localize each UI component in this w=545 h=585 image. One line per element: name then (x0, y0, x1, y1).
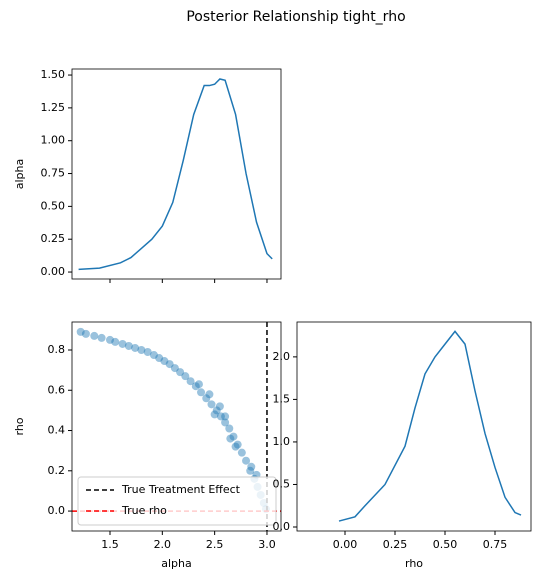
scatter-point (186, 377, 195, 386)
y-tick-label: 1.00 (41, 134, 66, 147)
y-tick-label: 0.4 (48, 424, 66, 437)
scatter-point (233, 440, 242, 449)
scatter-point (90, 331, 99, 340)
y-tick-label: 0.0 (48, 504, 66, 517)
scatter-point (212, 406, 221, 415)
scatter-point (149, 351, 158, 360)
scatter-point (237, 448, 246, 457)
scatter-point (205, 390, 214, 399)
legend-label: True Treatment Effect (121, 483, 241, 496)
scatter-point (216, 412, 225, 421)
scatter-point (97, 333, 106, 342)
scatter-point (191, 382, 200, 391)
scatter-point (131, 343, 140, 352)
x-tick-label: 0.50 (433, 538, 458, 551)
scatter-point (165, 360, 174, 369)
y-axis-label: rho (13, 417, 26, 435)
axes-frame (71, 321, 282, 532)
x-axis-label: alpha (161, 557, 192, 570)
x-tick-label: 3.0 (258, 538, 276, 551)
y-tick-label: 0.75 (41, 167, 66, 180)
x-tick-label: 0.75 (483, 538, 508, 551)
scatter-point (105, 335, 114, 344)
plot-area (78, 78, 273, 271)
scatter-point (210, 410, 219, 419)
y-tick-label: 0.00 (41, 265, 66, 278)
y-tick-label: 0.0 (273, 520, 291, 533)
scatter-point (207, 400, 216, 409)
x-tick-label: 2.0 (154, 538, 172, 551)
scatter-point (137, 345, 146, 354)
y-tick-label: 0.6 (48, 383, 66, 396)
y-tick-label: 1.50 (41, 68, 66, 81)
y-tick-label: 2.0 (273, 350, 291, 363)
y-tick-label: 1.0 (273, 435, 291, 448)
density-line (338, 330, 522, 522)
figure-title: Posterior Relationship tight_rho (186, 9, 405, 25)
scatter-point (194, 380, 203, 389)
y-tick-label: 1.5 (273, 392, 291, 405)
scatter-point (118, 339, 127, 348)
legend-box (77, 476, 277, 526)
y-tick-label: 0.8 (48, 343, 66, 356)
y-tick-label: 0.50 (41, 199, 66, 212)
x-tick-label: 0.25 (383, 538, 408, 551)
scatter-point (231, 442, 240, 451)
scatter-point (197, 388, 206, 397)
axes-frame (71, 68, 282, 280)
scatter-point (226, 434, 235, 443)
scatter-point (229, 432, 238, 441)
scatter-point (242, 456, 251, 465)
scatter-point (143, 348, 152, 357)
scatter-point (247, 462, 256, 471)
scatter-point (176, 368, 185, 377)
scatter-point (155, 354, 164, 363)
x-tick-label: 1.5 (101, 538, 119, 551)
scatter-point (221, 418, 230, 427)
legend-label: True rho (121, 504, 167, 517)
y-tick-label: 0.5 (273, 477, 291, 490)
scatter-point (170, 364, 179, 373)
y-tick-label: 0.2 (48, 464, 66, 477)
x-axis-label: rho (405, 557, 423, 570)
scatter-point (111, 337, 120, 346)
axes-frame (296, 321, 532, 532)
scatter-point (246, 466, 255, 475)
plot-area (338, 330, 522, 522)
density-line (78, 78, 273, 271)
scatter-point (225, 424, 234, 433)
scatter-point (215, 402, 224, 411)
scatter-point (181, 372, 190, 381)
scatter-point (124, 341, 133, 350)
scatter-point (76, 327, 85, 336)
x-tick-label: 2.5 (206, 538, 224, 551)
scatter-point (202, 394, 211, 403)
scatter-point (81, 329, 90, 338)
scatter-point (160, 357, 169, 366)
y-tick-label: 1.25 (41, 101, 66, 114)
y-tick-label: 0.25 (41, 232, 66, 245)
x-tick-label: 0.00 (333, 538, 358, 551)
scatter-point (221, 412, 230, 421)
y-axis-label: alpha (13, 159, 26, 190)
